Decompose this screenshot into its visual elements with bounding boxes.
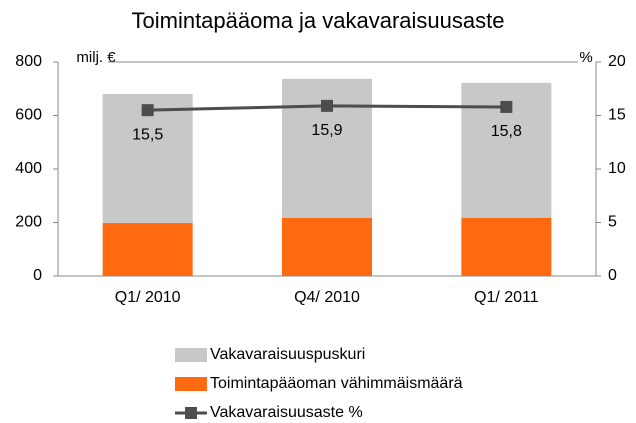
marker bbox=[500, 100, 513, 113]
legend-swatch bbox=[175, 377, 207, 391]
y2-tick-label: 0 bbox=[608, 267, 617, 284]
y-tick-label: 0 bbox=[33, 267, 42, 284]
y2-axis-label: % bbox=[579, 49, 592, 66]
y-tick-label: 600 bbox=[15, 107, 42, 124]
marker bbox=[321, 99, 333, 112]
y-tick-label: 200 bbox=[15, 214, 42, 231]
legend-label: Vakavaraisuuspuskuri bbox=[210, 346, 365, 363]
y2-tick-label: 5 bbox=[608, 214, 617, 231]
y-tick-label: 800 bbox=[15, 53, 42, 70]
bar bbox=[461, 217, 552, 276]
x-tick-label: Q1/ 2011 bbox=[474, 289, 539, 306]
value-label: 15,5 bbox=[132, 126, 163, 143]
bar bbox=[282, 78, 372, 218]
legend-label: Vakavaraisuusaste % bbox=[210, 404, 363, 421]
bar bbox=[102, 223, 193, 276]
y2-tick-label: 20 bbox=[608, 53, 626, 70]
bar bbox=[282, 217, 372, 276]
marker bbox=[141, 104, 154, 117]
y2-tick-label: 10 bbox=[608, 160, 626, 177]
x-tick-label: Q4/ 2010 bbox=[294, 289, 360, 306]
y-tick-label: 400 bbox=[15, 160, 42, 177]
value-label: 15,8 bbox=[491, 123, 522, 140]
y-axis-label: milj. € bbox=[76, 49, 116, 66]
legend-swatch bbox=[175, 348, 207, 362]
value-label: 15,9 bbox=[311, 122, 342, 139]
x-tick-label: Q1/ 2010 bbox=[115, 289, 181, 306]
legend-label: Toimintapääoman vähimmäismäärä bbox=[210, 375, 463, 392]
chart-title: Toimintapääoma ja vakavaraisuusaste bbox=[132, 8, 505, 33]
legend-marker bbox=[185, 407, 197, 419]
y2-tick-label: 15 bbox=[608, 107, 626, 124]
